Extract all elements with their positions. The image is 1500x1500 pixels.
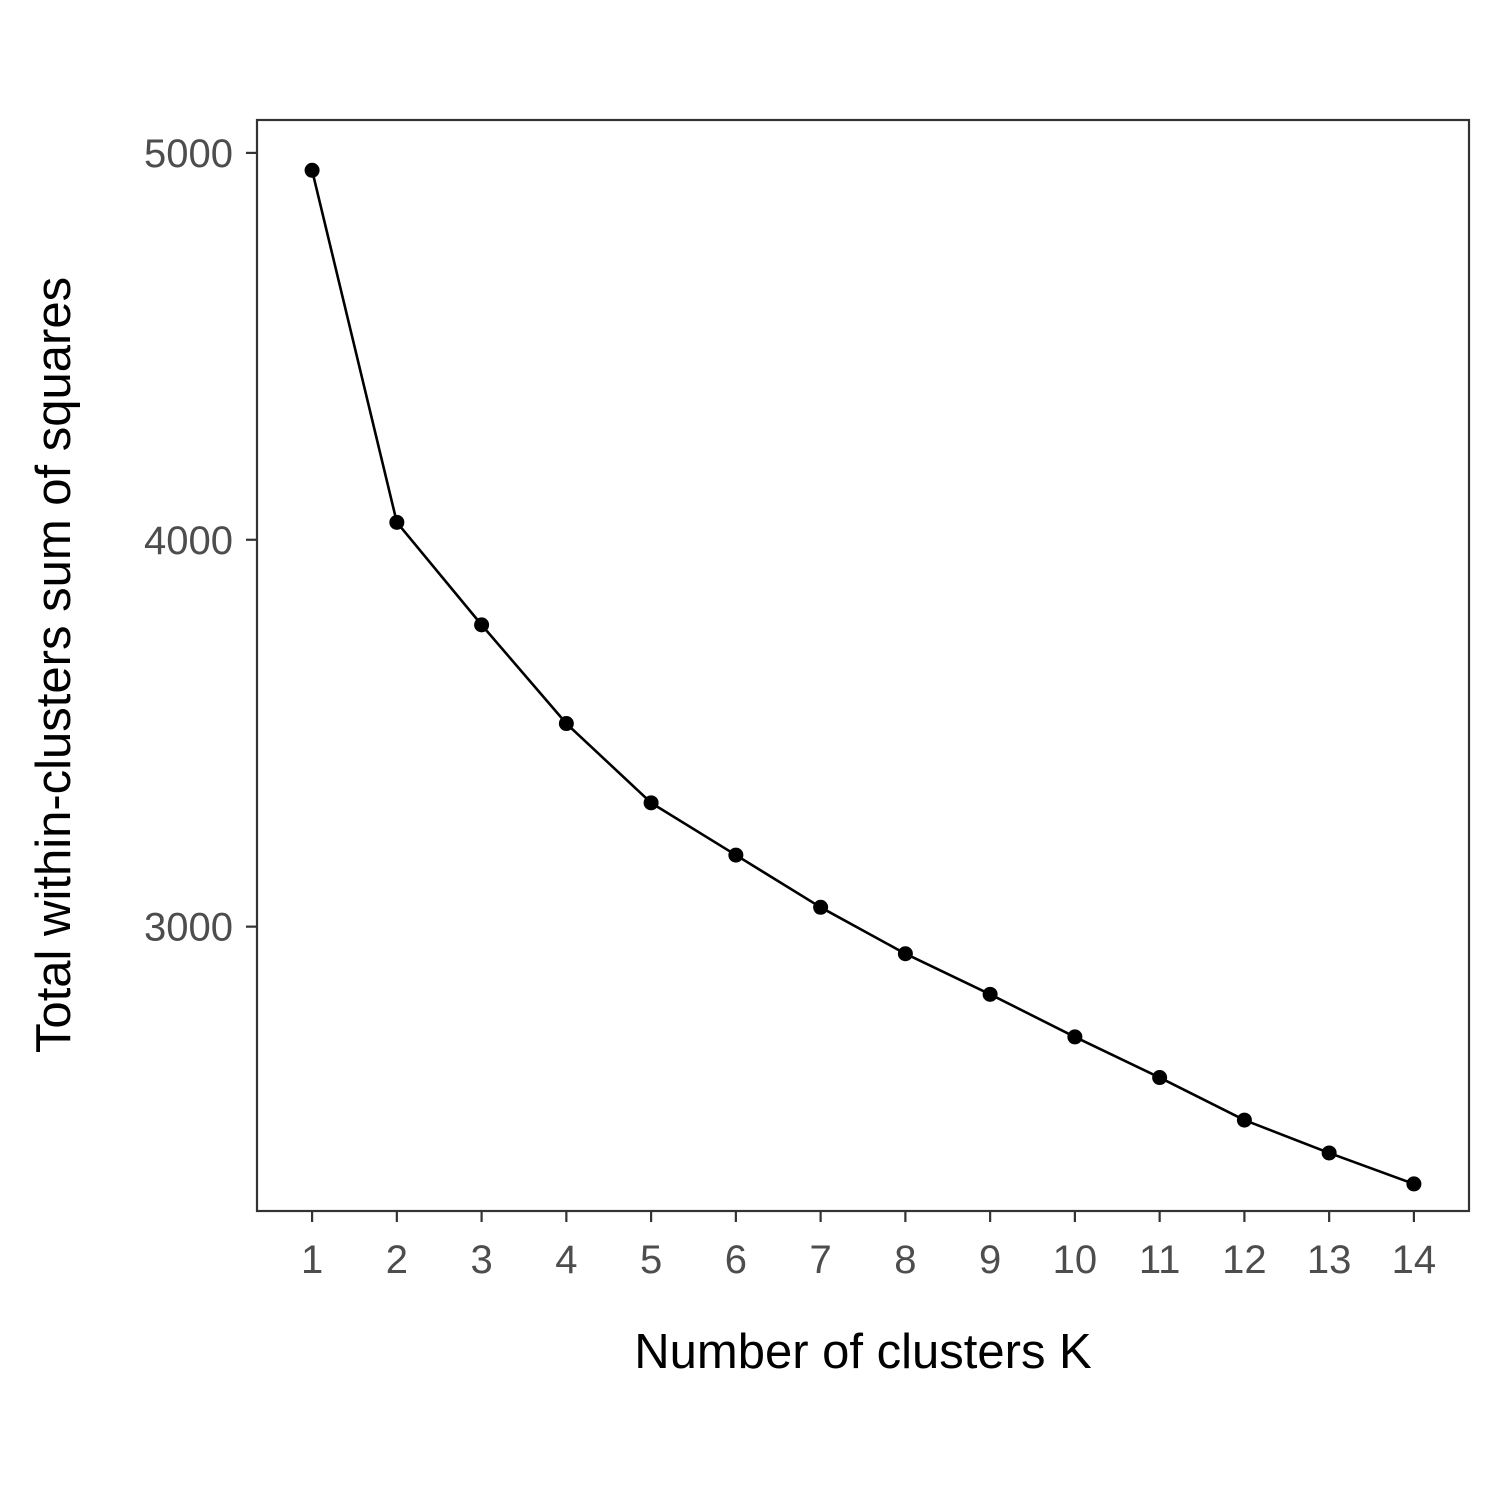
x-tick-label: 7 [809,1238,831,1282]
data-point [389,514,405,530]
data-point [982,986,998,1002]
data-point [1321,1145,1337,1161]
x-tick-label: 10 [1053,1238,1098,1282]
x-tick-label: 12 [1222,1238,1267,1282]
data-point [643,795,659,811]
data-point [1236,1112,1252,1128]
x-tick-label: 2 [386,1238,408,1282]
x-tick-label: 1 [301,1238,323,1282]
data-point [897,946,913,962]
x-tick-label: 6 [725,1238,747,1282]
x-tick-label: 14 [1392,1238,1437,1282]
data-point [304,162,320,178]
data-point [728,847,744,863]
data-point [813,899,829,915]
x-axis: 1 2 3 4 5 6 7 8 9 10 11 12 13 14 [301,1211,1436,1282]
x-tick-label: 5 [640,1238,662,1282]
y-tick-label: 5000 [144,132,233,176]
x-tick-label: 3 [470,1238,492,1282]
x-axis-title: Number of clusters K [634,1325,1092,1379]
x-tick-label: 11 [1139,1238,1181,1282]
x-tick-label: 8 [894,1238,916,1282]
data-point [474,617,490,633]
data-point [1067,1029,1083,1045]
x-tick-label: 13 [1307,1238,1352,1282]
data-point [1152,1070,1168,1086]
y-tick-label: 4000 [144,519,233,563]
x-tick-label: 9 [979,1238,1001,1282]
data-point [1406,1176,1422,1192]
y-tick-label: 3000 [144,906,233,950]
y-axis: 3000 4000 5000 [144,132,257,950]
plot-panel-border [255,118,1471,1213]
data-point [558,716,574,732]
x-tick-label: 4 [555,1238,577,1282]
series-layer [304,162,1422,1192]
series-line [310,169,1415,1186]
y-axis-title: Total within-clusters sum of squares [27,277,81,1053]
